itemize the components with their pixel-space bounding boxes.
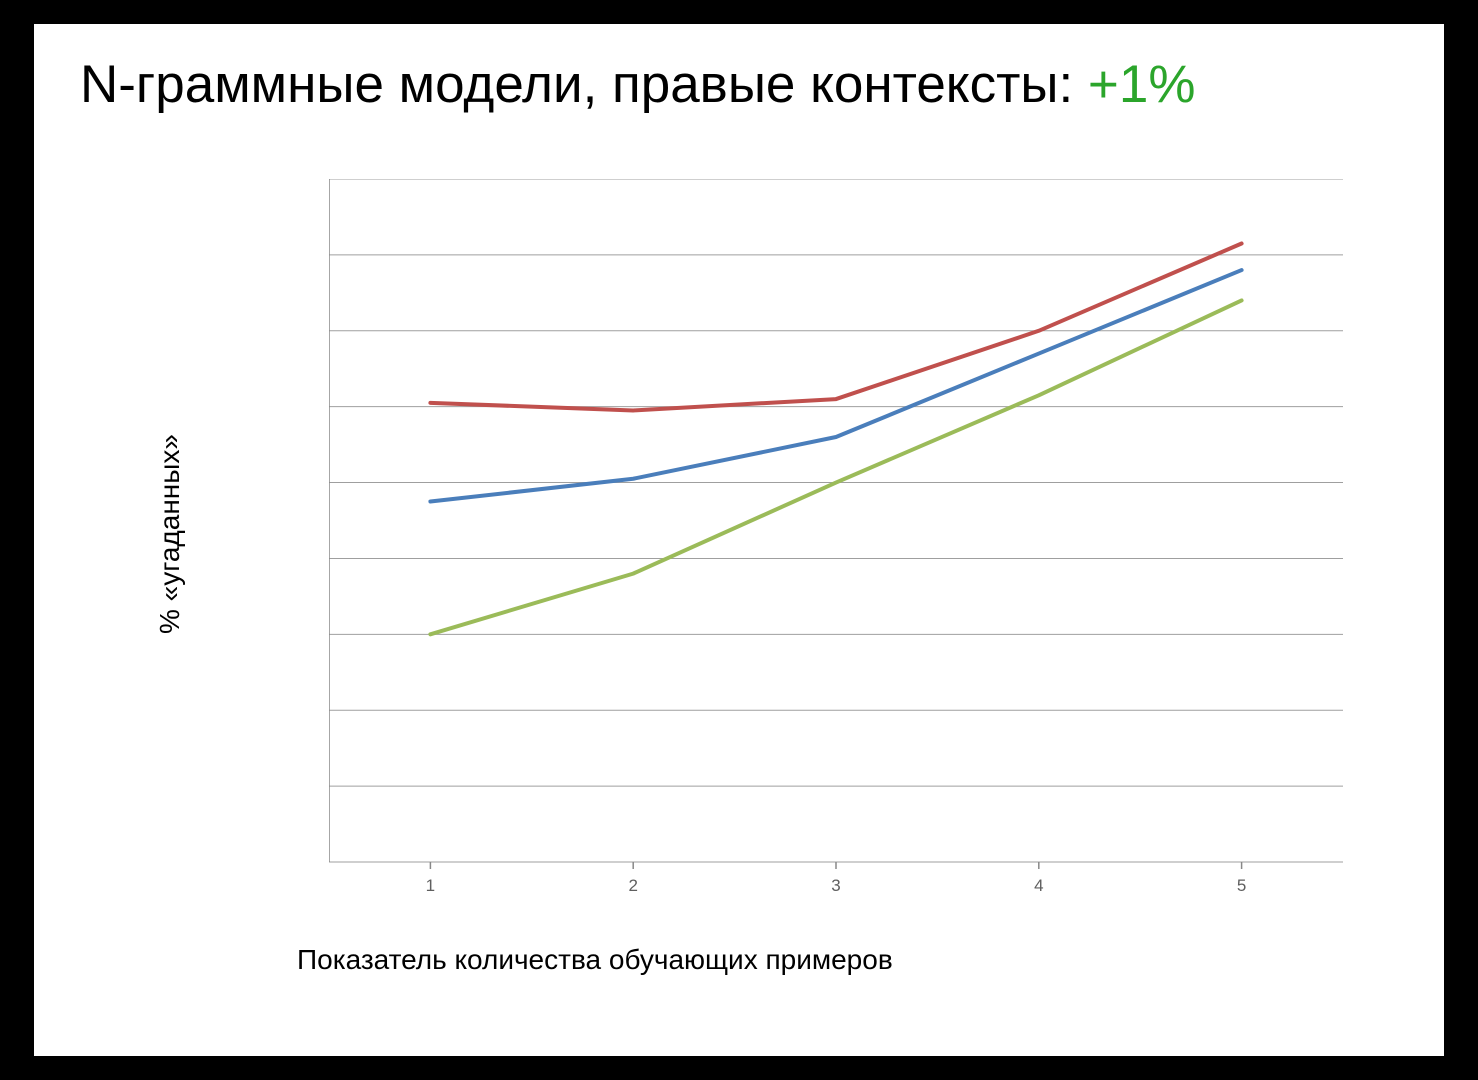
x-tick-label: 4 [1034,876,1043,896]
slide: N-граммные модели, правые контексты: +1%… [34,24,1444,1056]
y-axis-label: % «угаданных» [154,434,186,634]
title-main: N-граммные модели, правые контексты: [80,55,1088,114]
title-accent: +1% [1088,55,1196,114]
x-tick-label: 3 [831,876,840,896]
series-line-blue [430,270,1241,501]
x-axis-label: Показатель количества обучающих примеров [297,942,977,977]
chart-svg [329,179,1345,882]
x-tick-label: 5 [1237,876,1246,896]
chart [329,179,1345,887]
x-tick-label: 2 [628,876,637,896]
x-tick-label: 1 [426,876,435,896]
series-line-red [430,244,1241,411]
series-line-green [430,300,1241,634]
slide-title: N-граммные модели, правые контексты: +1% [80,54,1195,115]
